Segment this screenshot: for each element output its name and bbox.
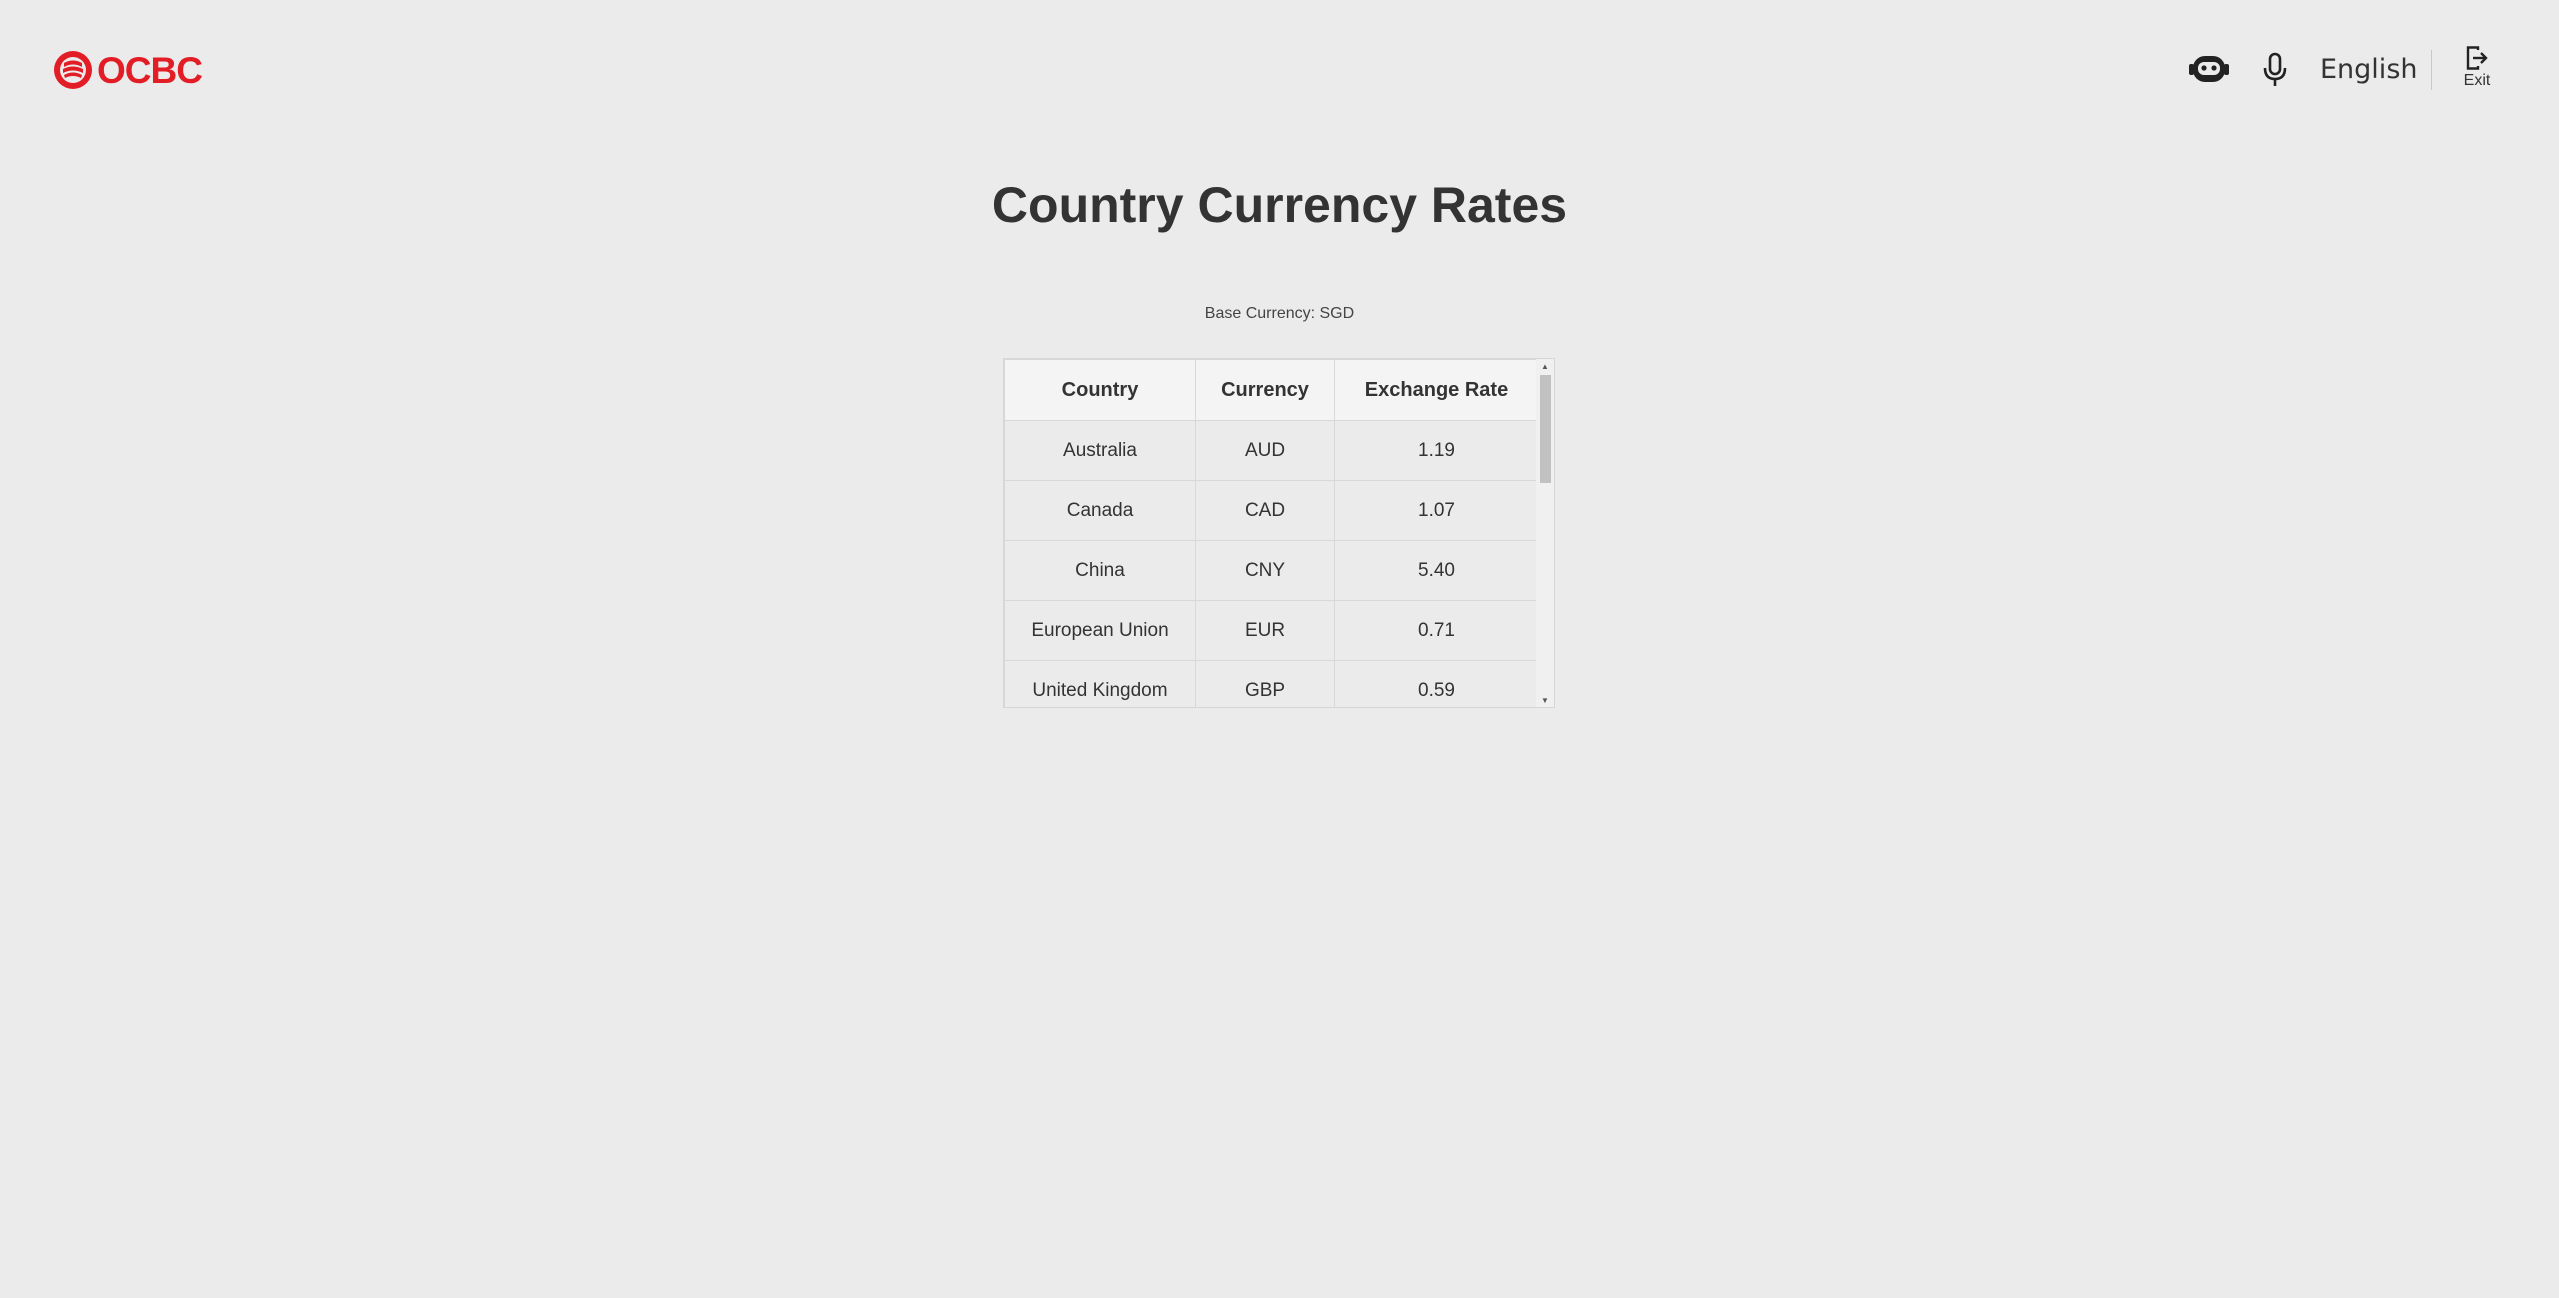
table-row: Canada CAD 1.07	[1004, 480, 1539, 541]
currency-table: Country Currency Exchange Rate Australia…	[1004, 359, 1539, 707]
table-row: European Union EUR 0.71	[1004, 600, 1539, 661]
table-row: United Kingdom GBP 0.59	[1004, 660, 1539, 707]
scrollbar-thumb[interactable]	[1540, 375, 1551, 483]
cell-currency: EUR	[1195, 600, 1335, 661]
scroll-down-arrow-icon[interactable]: ▼	[1541, 695, 1549, 705]
scroll-up-arrow-icon[interactable]: ▲	[1541, 361, 1549, 371]
cell-country: Australia	[1004, 420, 1196, 481]
cell-rate: 0.71	[1334, 600, 1539, 661]
base-currency-label: Base Currency: SGD	[1204, 305, 1355, 322]
chatbot-icon	[2189, 56, 2229, 82]
cell-country: European Union	[1004, 600, 1196, 661]
cell-rate: 1.19	[1334, 420, 1539, 481]
table-scrollbar[interactable]: ▲ ▼	[1536, 359, 1554, 707]
ocbc-logo-mark-icon	[54, 51, 92, 89]
ocbc-logo: OCBC	[52, 48, 203, 92]
chatbot-button[interactable]	[2187, 52, 2231, 88]
header-divider	[2431, 50, 2432, 90]
table-row: Australia AUD 1.19	[1004, 420, 1539, 481]
exit-icon	[2466, 46, 2488, 70]
microphone-icon	[2263, 52, 2287, 86]
exit-label: Exit	[2463, 72, 2491, 89]
cell-currency: CNY	[1195, 540, 1335, 601]
currency-table-container[interactable]: Country Currency Exchange Rate Australia…	[1003, 358, 1555, 708]
microphone-button[interactable]	[2260, 50, 2290, 90]
cell-country: Canada	[1004, 480, 1196, 541]
column-header-exchange-rate: Exchange Rate	[1334, 359, 1539, 421]
table-row: China CNY 5.40	[1004, 540, 1539, 601]
page-title: Country Currency Rates	[991, 177, 1568, 233]
column-header-country: Country	[1004, 359, 1196, 421]
cell-country: United Kingdom	[1004, 660, 1196, 707]
cell-currency: AUD	[1195, 420, 1335, 481]
cell-currency: GBP	[1195, 660, 1335, 707]
cell-rate: 0.59	[1334, 660, 1539, 707]
cell-currency: CAD	[1195, 480, 1335, 541]
cell-country: China	[1004, 540, 1196, 601]
cell-rate: 5.40	[1334, 540, 1539, 601]
column-header-currency: Currency	[1195, 359, 1335, 421]
cell-rate: 1.07	[1334, 480, 1539, 541]
exit-button[interactable]: Exit	[2460, 46, 2494, 94]
table-header-row: Country Currency Exchange Rate	[1004, 359, 1539, 421]
app-header: OCBC English Exit	[0, 0, 2559, 140]
language-selector[interactable]: English	[2320, 54, 2418, 85]
logo-text: OCBC	[97, 49, 203, 91]
